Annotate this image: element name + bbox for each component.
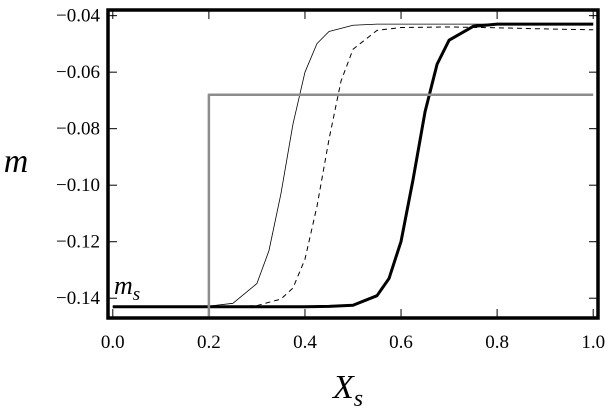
y-tick-label: −0.08 [56,119,100,140]
x-tick-label: 1.0 [581,332,605,353]
x-axis-label: Xs [331,369,363,410]
x-tick-label: 0.6 [389,332,413,353]
series-line [112,22,594,309]
y-tick-label: −0.10 [56,175,100,196]
x-tick-label: 0.0 [101,332,125,353]
y-tick-label: −0.04 [56,6,100,27]
y-axis-label: m [4,143,29,180]
x-tick-label: 0.2 [197,332,221,353]
annotation-main: m [114,271,133,300]
y-tick-label: −0.14 [56,288,100,309]
y-tick-label: −0.12 [56,232,100,253]
x-tick-label: 0.4 [293,332,317,353]
x-axis-label-sub: s [354,386,363,410]
plot-frame [106,8,600,320]
x-tick-label: 0.8 [485,332,509,353]
annotation: ms [114,271,140,305]
series-line [112,26,594,308]
x-axis-label-main: X [331,369,355,406]
y-tick-label: −0.06 [56,62,100,83]
series-line [207,93,594,318]
annotation-sub: s [133,284,140,305]
series-line [112,23,594,308]
